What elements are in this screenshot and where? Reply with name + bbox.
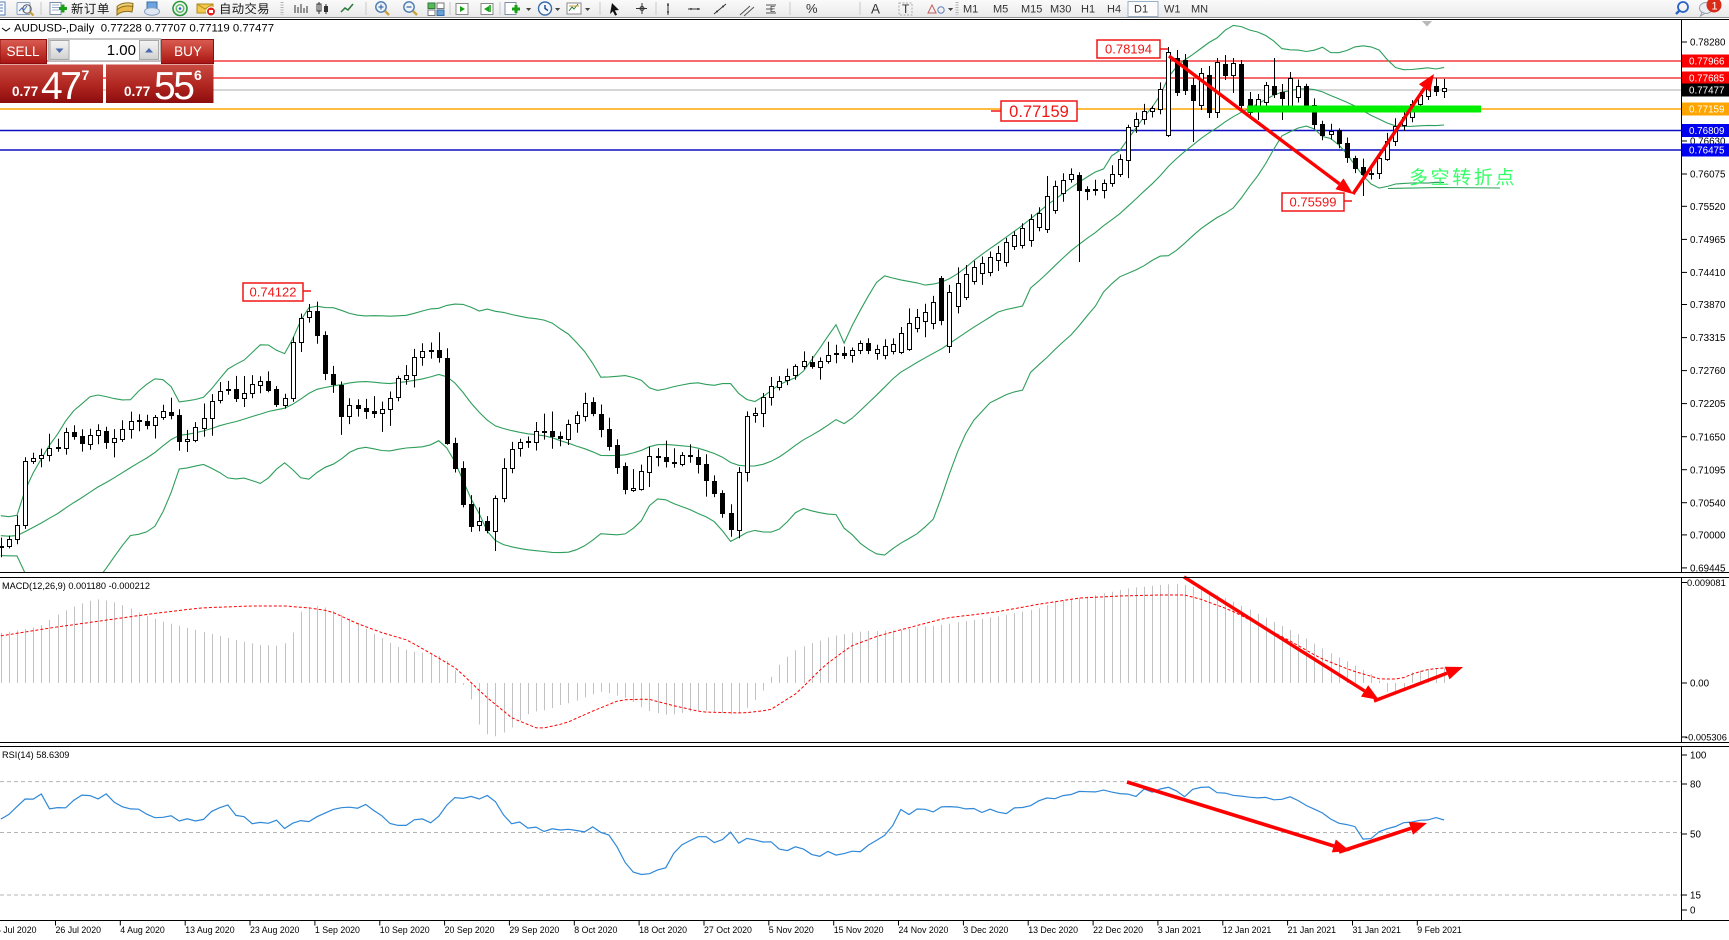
svg-text:0.77159: 0.77159 bbox=[1689, 105, 1724, 116]
svg-text:E: E bbox=[770, 5, 775, 14]
svg-text:0.73315: 0.73315 bbox=[1690, 333, 1726, 344]
svg-text:0.70000: 0.70000 bbox=[1690, 531, 1726, 542]
svg-text:SELL: SELL bbox=[6, 44, 40, 59]
svg-text:T: T bbox=[902, 2, 910, 16]
svg-text:0.78280: 0.78280 bbox=[1690, 38, 1726, 49]
svg-text:0.70540: 0.70540 bbox=[1690, 498, 1726, 509]
svg-text:10 Sep 2020: 10 Sep 2020 bbox=[380, 925, 430, 935]
svg-text:27 Oct 2020: 27 Oct 2020 bbox=[704, 925, 752, 935]
svg-text:0.77: 0.77 bbox=[12, 84, 38, 99]
svg-text:0.77685: 0.77685 bbox=[1689, 74, 1725, 85]
svg-text:RSI(14) 58.6309: RSI(14) 58.6309 bbox=[2, 750, 69, 760]
svg-text:0: 0 bbox=[1690, 906, 1696, 917]
svg-text:16 Jul 2020: 16 Jul 2020 bbox=[0, 925, 37, 935]
svg-text:0.77966: 0.77966 bbox=[1689, 57, 1725, 68]
svg-text:W1: W1 bbox=[1164, 4, 1181, 16]
svg-text:M1: M1 bbox=[963, 4, 978, 16]
svg-text:100: 100 bbox=[1690, 751, 1707, 762]
svg-text:13 Dec 2020: 13 Dec 2020 bbox=[1028, 925, 1078, 935]
svg-text:0.76630: 0.76630 bbox=[1690, 137, 1726, 148]
svg-text:0.00: 0.00 bbox=[1690, 679, 1710, 690]
svg-text:18 Oct 2020: 18 Oct 2020 bbox=[639, 925, 687, 935]
svg-text:0.72205: 0.72205 bbox=[1690, 399, 1726, 410]
svg-text:MN: MN bbox=[1191, 4, 1208, 16]
svg-text:H1: H1 bbox=[1081, 4, 1095, 16]
svg-text:0.71095: 0.71095 bbox=[1690, 465, 1726, 476]
svg-text:15: 15 bbox=[1690, 891, 1701, 902]
svg-text:7: 7 bbox=[82, 67, 90, 83]
svg-text:H4: H4 bbox=[1107, 4, 1121, 16]
svg-text:0.71650: 0.71650 bbox=[1690, 432, 1726, 443]
svg-text:0.69445: 0.69445 bbox=[1690, 564, 1726, 575]
svg-text:0.78194: 0.78194 bbox=[1105, 42, 1152, 57]
svg-text:0.009081: 0.009081 bbox=[1687, 578, 1726, 588]
svg-text:3 Jan 2021: 3 Jan 2021 bbox=[1158, 925, 1202, 935]
svg-text:55: 55 bbox=[154, 65, 194, 108]
svg-text:A: A bbox=[871, 2, 880, 17]
svg-text:M5: M5 bbox=[993, 4, 1008, 16]
svg-text:8 Oct 2020: 8 Oct 2020 bbox=[574, 925, 617, 935]
svg-text:50: 50 bbox=[1690, 830, 1701, 841]
svg-text:0.74965: 0.74965 bbox=[1690, 235, 1726, 246]
svg-text:0.75520: 0.75520 bbox=[1690, 202, 1726, 213]
svg-text:0.75599: 0.75599 bbox=[1290, 195, 1337, 210]
svg-text:BUY: BUY bbox=[174, 44, 202, 59]
svg-text:26 Jul 2020: 26 Jul 2020 bbox=[56, 925, 102, 935]
svg-text:6: 6 bbox=[194, 67, 202, 83]
svg-text:5 Nov 2020: 5 Nov 2020 bbox=[769, 925, 814, 935]
svg-text:M30: M30 bbox=[1050, 4, 1071, 16]
svg-text:1 Sep 2020: 1 Sep 2020 bbox=[315, 925, 360, 935]
svg-text:0.77159: 0.77159 bbox=[1009, 103, 1069, 121]
svg-text:0.76075: 0.76075 bbox=[1690, 170, 1726, 181]
svg-text:1.00: 1.00 bbox=[107, 42, 136, 59]
svg-text:0.72760: 0.72760 bbox=[1690, 366, 1726, 377]
svg-text:24 Nov 2020: 24 Nov 2020 bbox=[899, 925, 949, 935]
svg-text:9 Feb 2021: 9 Feb 2021 bbox=[1417, 925, 1462, 935]
svg-text:0.74122: 0.74122 bbox=[250, 285, 297, 300]
svg-text:15 Nov 2020: 15 Nov 2020 bbox=[834, 925, 884, 935]
svg-text:22 Dec 2020: 22 Dec 2020 bbox=[1093, 925, 1143, 935]
svg-text:M15: M15 bbox=[1021, 4, 1042, 16]
svg-text:MACD(12,26,9) 0.001180 -0.0002: MACD(12,26,9) 0.001180 -0.000212 bbox=[2, 581, 150, 591]
svg-text:0.76809: 0.76809 bbox=[1689, 126, 1724, 137]
svg-text:21 Jan 2021: 21 Jan 2021 bbox=[1288, 925, 1337, 935]
svg-text:AUDUSD-,Daily 0.77228 0.77707: AUDUSD-,Daily 0.77228 0.77707 0.77119 0.… bbox=[14, 23, 274, 35]
svg-text:47: 47 bbox=[41, 65, 80, 108]
svg-text:0.76475: 0.76475 bbox=[1689, 146, 1725, 157]
svg-text:13 Aug 2020: 13 Aug 2020 bbox=[185, 925, 235, 935]
svg-text:D1: D1 bbox=[1134, 4, 1148, 16]
svg-text:80: 80 bbox=[1690, 780, 1701, 791]
svg-text:%: % bbox=[806, 1, 818, 16]
svg-text:1: 1 bbox=[1712, 1, 1718, 13]
svg-text:23 Aug 2020: 23 Aug 2020 bbox=[250, 925, 300, 935]
svg-text:31 Jan 2021: 31 Jan 2021 bbox=[1353, 925, 1402, 935]
svg-text:0.77477: 0.77477 bbox=[1689, 86, 1724, 97]
svg-text:3 Dec 2020: 3 Dec 2020 bbox=[963, 925, 1008, 935]
svg-text:0.77: 0.77 bbox=[124, 84, 150, 99]
svg-text:20 Sep 2020: 20 Sep 2020 bbox=[445, 925, 495, 935]
svg-text:29 Sep 2020: 29 Sep 2020 bbox=[509, 925, 559, 935]
svg-text:0.74410: 0.74410 bbox=[1690, 268, 1726, 279]
svg-text:0.73870: 0.73870 bbox=[1690, 300, 1726, 311]
svg-text:12 Jan 2021: 12 Jan 2021 bbox=[1223, 925, 1272, 935]
svg-text:-0.005306: -0.005306 bbox=[1685, 733, 1727, 743]
svg-text:4 Aug 2020: 4 Aug 2020 bbox=[120, 925, 165, 935]
